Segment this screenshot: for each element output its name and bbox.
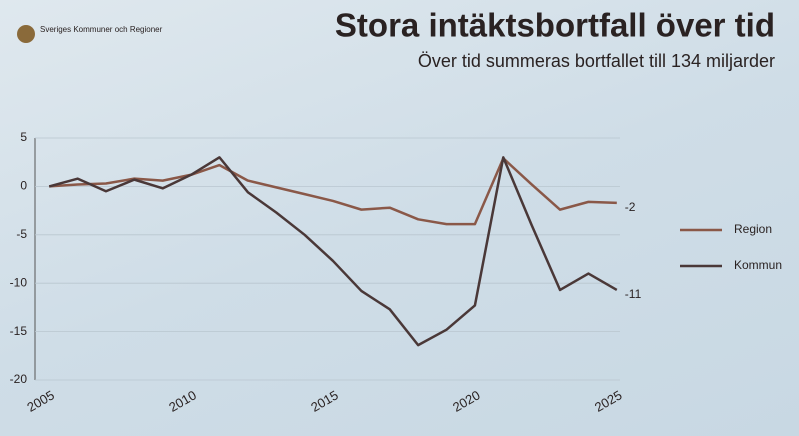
x-tick-label: 2010 [166, 387, 199, 414]
line [49, 157, 617, 226]
y-tick-label: 5 [20, 130, 27, 144]
x-tick-label: 2020 [450, 387, 483, 414]
chart-subtitle: Över tid summeras bortfallet till 134 mi… [418, 51, 775, 71]
y-tick-label: -15 [10, 324, 28, 338]
y-tick-label: 0 [20, 179, 27, 193]
x-tick-label: 2005 [24, 387, 57, 414]
logo-text: Sveriges Kommuner och Regioner [40, 25, 163, 34]
value-label: -2 [625, 200, 636, 214]
x-tick-label: 2015 [308, 387, 341, 414]
y-tick-label: -20 [10, 372, 28, 386]
legend-label: Region [734, 222, 772, 236]
chart-title: Stora intäktsbortfall över tid [335, 7, 775, 44]
value-label: -11 [625, 287, 642, 301]
x-tick-label: 2025 [592, 387, 625, 414]
line [48, 156, 618, 347]
y-tick-label: -10 [10, 275, 28, 289]
legend-label: Kommun [734, 258, 782, 272]
logo-icon [17, 25, 35, 43]
y-tick-label: -5 [16, 227, 27, 241]
